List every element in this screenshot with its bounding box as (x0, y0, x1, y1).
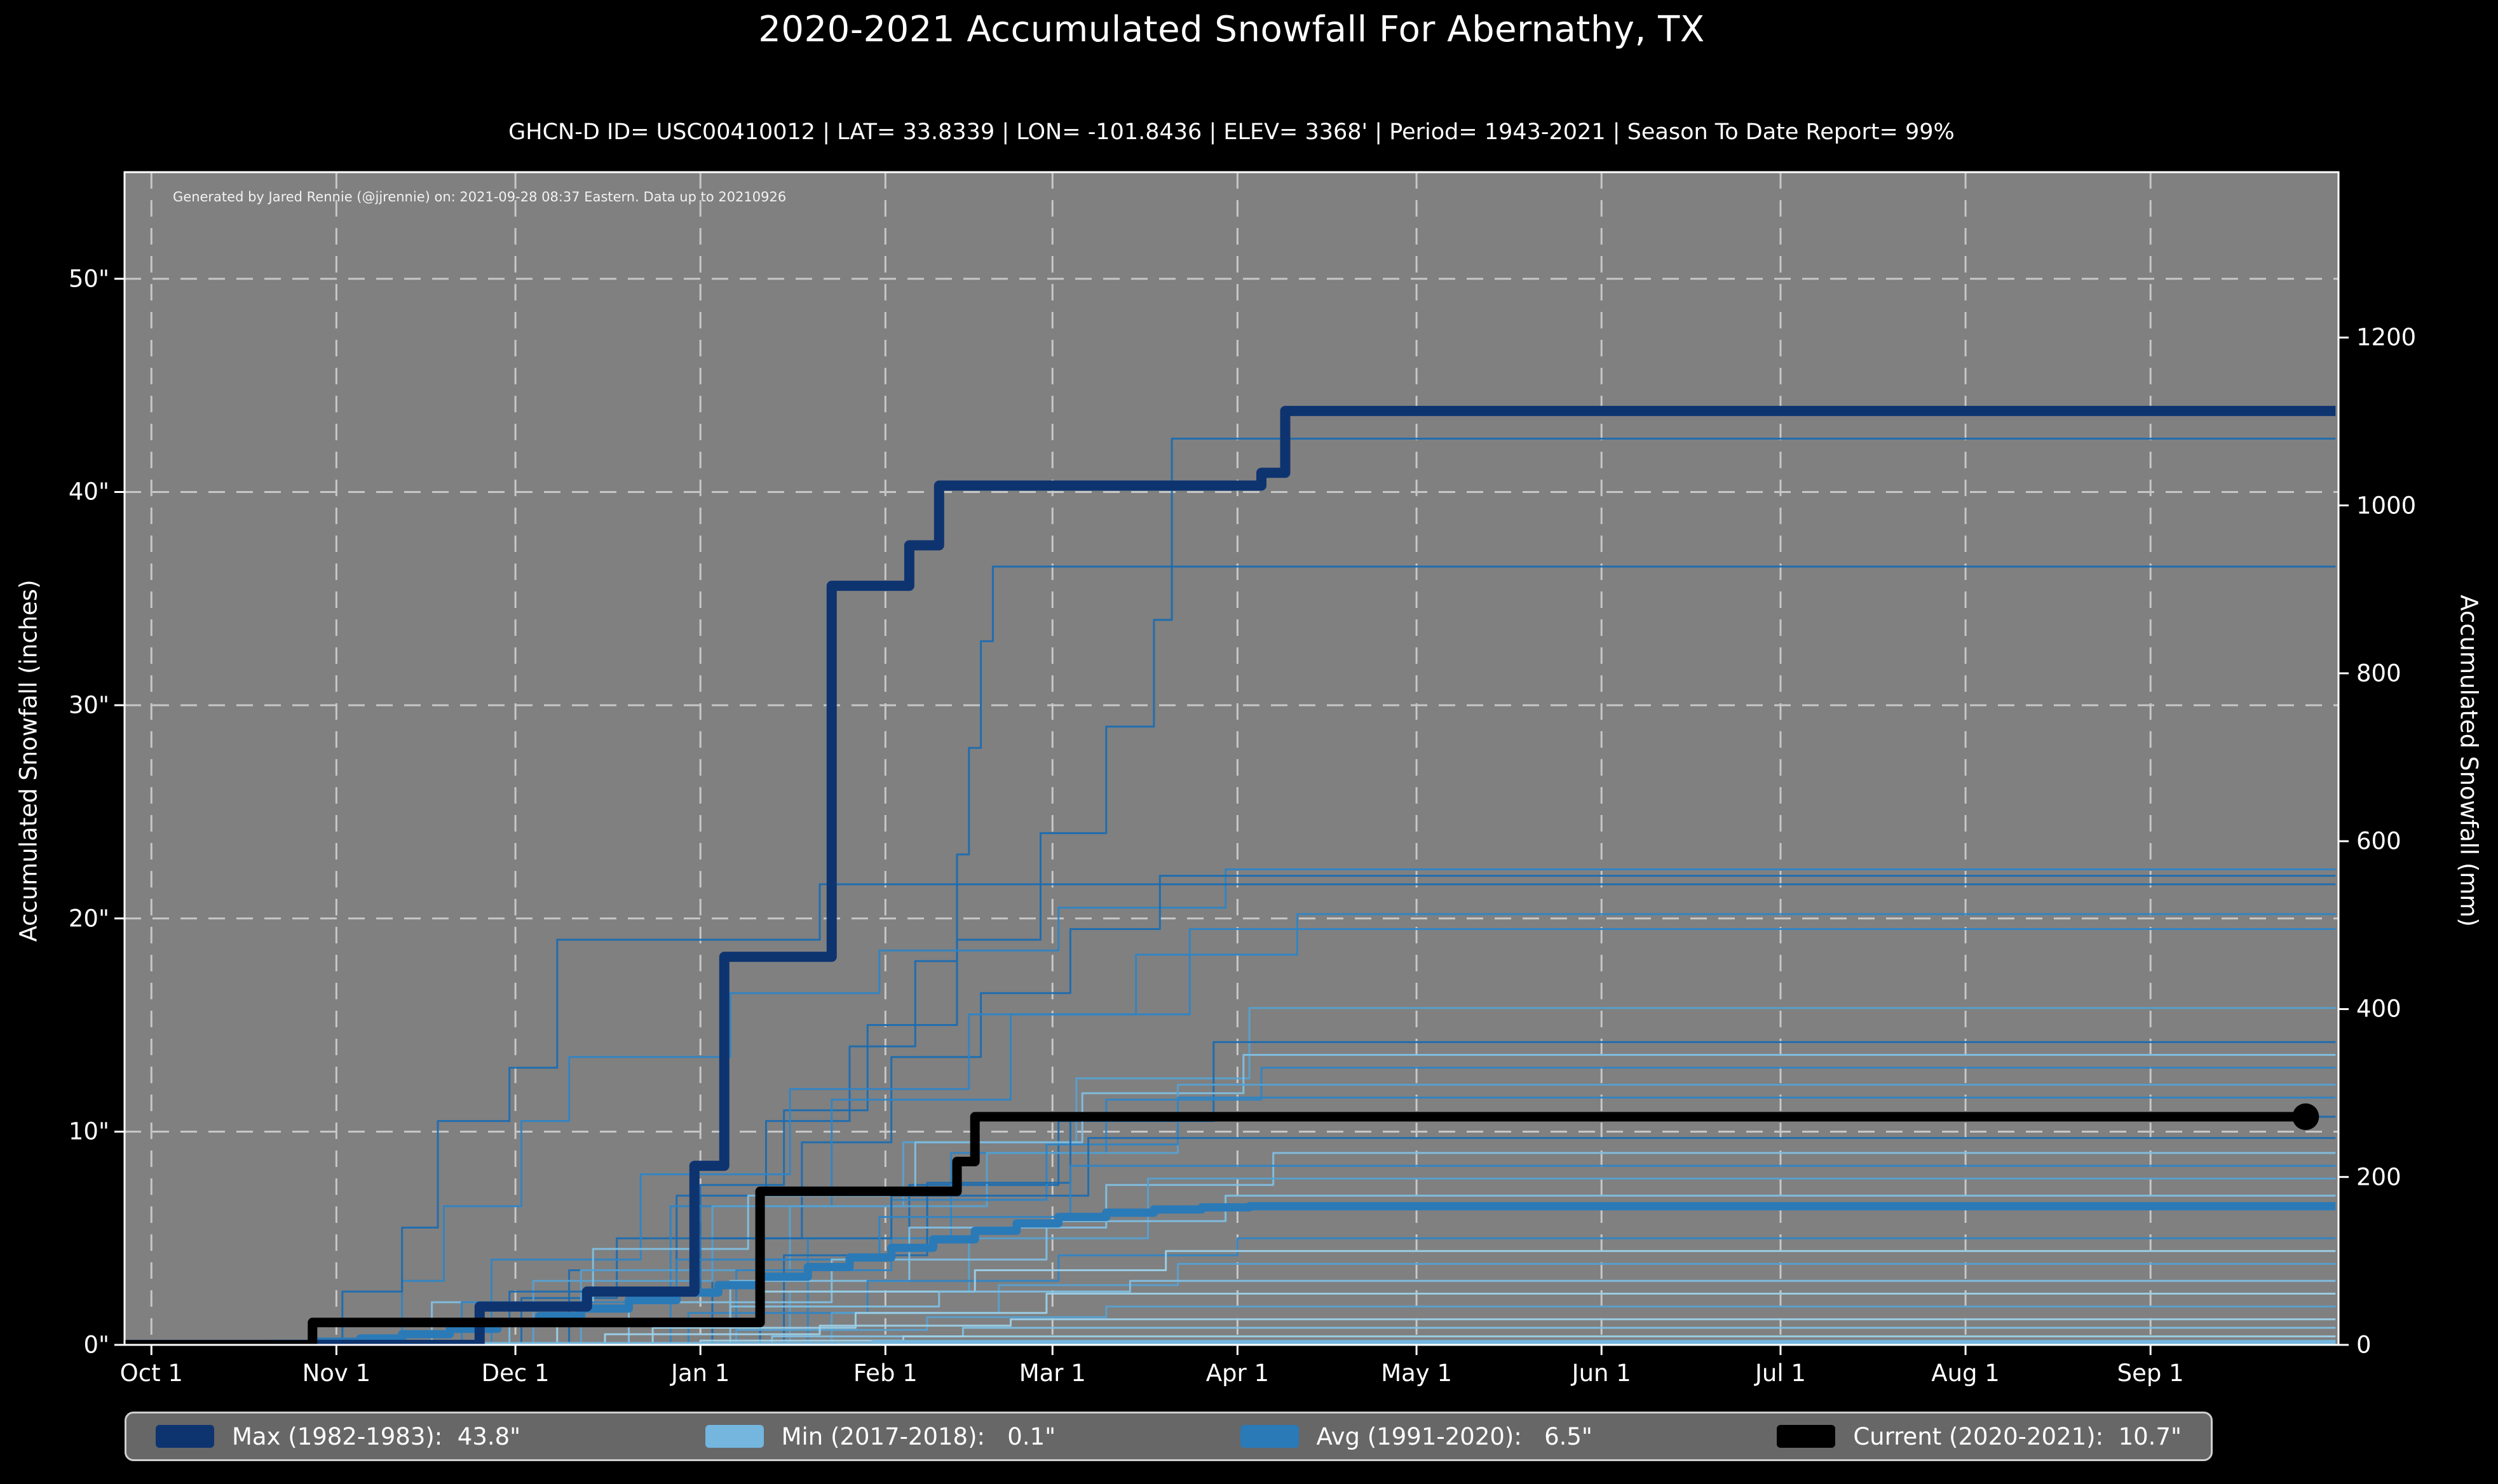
legend-swatch (1240, 1425, 1299, 1448)
season-line (125, 1279, 2336, 1345)
season-line (125, 1305, 2336, 1345)
x-tick-label: Jan 1 (671, 1359, 730, 1387)
y-tick-label-mm: 1200 (2356, 323, 2417, 351)
legend-label: Avg (1991-2020): 6.5" (1316, 1422, 1592, 1450)
data-series-group (125, 405, 2336, 1345)
y-tick-label-mm: 0 (2356, 1331, 2372, 1359)
legend-swatch (705, 1425, 764, 1448)
legend-item: Max (1982-1983): 43.8" (156, 1423, 520, 1450)
x-tick-label: Aug 1 (1931, 1359, 2000, 1387)
gridlines (125, 172, 2338, 1345)
y-tick-label-mm: 800 (2356, 659, 2401, 687)
y-axis-label-mm: Accumulated Snowfall (mm) (2455, 595, 2483, 927)
x-tick-label: Jul 1 (1755, 1359, 1806, 1387)
legend-item: Min (2017-2018): 0.1" (705, 1423, 1056, 1450)
legend-swatch (1777, 1425, 1836, 1448)
y-tick-label-mm: 400 (2356, 995, 2401, 1023)
x-tick-label: Mar 1 (1019, 1359, 1086, 1387)
season-line (125, 1137, 2336, 1345)
station-metadata-subtitle: GHCN-D ID= USC00410012 | LAT= 33.8339 | … (508, 119, 1955, 145)
legend-swatch (156, 1425, 214, 1448)
y-tick-label-mm: 1000 (2356, 492, 2417, 520)
legend-item: Avg (1991-2020): 6.5" (1240, 1423, 1592, 1450)
page-title: 2020-2021 Accumulated Snowfall For Abern… (758, 9, 1705, 50)
season-line (125, 1194, 2336, 1345)
min-line (125, 1340, 2336, 1345)
legend: Max (1982-1983): 43.8" Min (2017-2018): 0… (125, 1412, 2213, 1461)
x-tick-label: Apr 1 (1205, 1359, 1270, 1387)
season-line (125, 1084, 2336, 1345)
y-tick-label-inches: 10" (68, 1117, 109, 1145)
season-line (125, 928, 2336, 1345)
x-tick-label: Nov 1 (302, 1359, 371, 1387)
legend-label: Min (2017-2018): 0.1" (781, 1422, 1056, 1450)
current-line (125, 1112, 2306, 1345)
y-axis-label-inches: Accumulated Snowfall (inches) (15, 579, 43, 942)
plot-border (123, 171, 2340, 1346)
tick-marks (114, 278, 2349, 1355)
max-line (125, 405, 2336, 1345)
x-tick-label: Sep 1 (2117, 1359, 2184, 1387)
season-line (125, 1067, 2336, 1345)
x-tick-label: Jun 1 (1571, 1359, 1631, 1387)
plot-area (125, 172, 2338, 1345)
y-tick-label-inches: 0" (83, 1331, 109, 1359)
season-line (125, 1335, 2336, 1345)
season-line (125, 1318, 2336, 1345)
x-tick-label: Dec 1 (481, 1359, 550, 1387)
season-line (125, 1152, 2336, 1345)
y-tick-label-mm: 600 (2356, 827, 2401, 855)
season-line (125, 438, 2336, 1345)
x-tick-label: Oct 1 (119, 1359, 183, 1387)
y-tick-label-inches: 50" (68, 265, 109, 293)
season-line (125, 868, 2336, 1345)
attribution-text: Generated by Jared Rennie (@jjrennie) on… (173, 189, 787, 205)
season-line (125, 1326, 2336, 1345)
season-line (125, 875, 2336, 1345)
legend-label: Current (2020-2021): 10.7" (1853, 1422, 2182, 1450)
season-line (125, 1292, 2336, 1345)
y-tick-label-mm: 200 (2356, 1163, 2401, 1191)
y-tick-label-inches: 20" (68, 905, 109, 933)
y-tick-label-inches: 40" (68, 478, 109, 506)
legend-label: Max (1982-1983): 43.8" (232, 1422, 521, 1450)
season-line (125, 913, 2336, 1345)
y-tick-label-inches: 30" (68, 691, 109, 719)
legend-item: Current (2020-2021): 10.7" (1777, 1423, 2182, 1450)
x-tick-label: Feb 1 (853, 1359, 918, 1387)
current-endpoint-marker (2292, 1103, 2319, 1130)
x-tick-label: May 1 (1381, 1359, 1453, 1387)
season-line (125, 1237, 2336, 1345)
